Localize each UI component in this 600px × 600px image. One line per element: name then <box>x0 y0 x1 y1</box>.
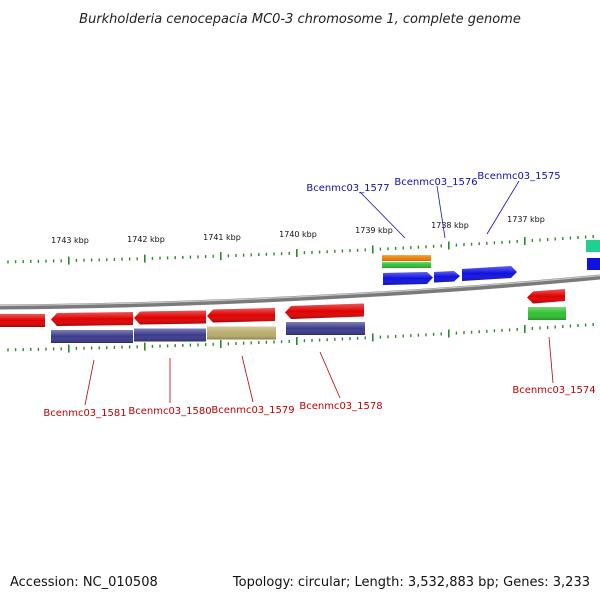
gene-labels: Bcenmc03_1577 Bcenmc03_1576 Bcenmc03_157… <box>43 171 595 419</box>
scale-ticks-inner <box>7 323 594 353</box>
callout-line-1581 <box>84 359 95 406</box>
accession-text: Accession: NC_010508 <box>10 575 158 590</box>
callout-line-1576 <box>436 185 446 239</box>
callout-line-1579 <box>241 355 254 403</box>
scale-label-1741: 1741 kbp <box>203 233 241 242</box>
callout-lines <box>84 180 554 406</box>
gene-label-1581: Bcenmc03_1581 <box>43 408 126 419</box>
scale-label-1739: 1739 kbp <box>355 226 393 235</box>
scale-label-1738: 1738 kbp <box>431 221 469 230</box>
forward-strand-features <box>382 240 600 285</box>
callout-line-1578 <box>319 351 341 399</box>
genome-summary-text: Topology: circular; Length: 3,532,883 bp… <box>232 575 590 590</box>
gene-label-1577: Bcenmc03_1577 <box>306 183 389 194</box>
gene-label-1575: Bcenmc03_1575 <box>477 171 560 182</box>
gene-label-1580: Bcenmc03_1580 <box>128 406 211 417</box>
map-title: Burkholderia cenocepacia MC0-3 chromosom… <box>79 12 521 27</box>
reverse-strand-features <box>0 289 566 343</box>
gene-label-1578: Bcenmc03_1578 <box>299 401 382 412</box>
callout-line-1575 <box>486 180 520 235</box>
scale-labels: 1743 kbp 1742 kbp 1741 kbp 1740 kbp 1739… <box>51 215 545 245</box>
chromosome-backbone <box>0 274 600 310</box>
scale-ticks-outer <box>7 235 594 265</box>
scale-label-1743: 1743 kbp <box>51 236 89 245</box>
scale-label-1740: 1740 kbp <box>279 230 317 239</box>
gene-label-1574: Bcenmc03_1574 <box>512 385 595 396</box>
gene-label-1579: Bcenmc03_1579 <box>211 405 294 416</box>
cds-blue-edge <box>587 258 600 270</box>
scale-label-1742: 1742 kbp <box>127 235 165 244</box>
callout-line-1574 <box>548 336 554 384</box>
cds-teal <box>586 240 600 252</box>
callout-line-1577 <box>359 191 406 239</box>
gene-label-1576: Bcenmc03_1576 <box>394 177 477 188</box>
scale-label-1737: 1737 kbp <box>507 215 545 224</box>
